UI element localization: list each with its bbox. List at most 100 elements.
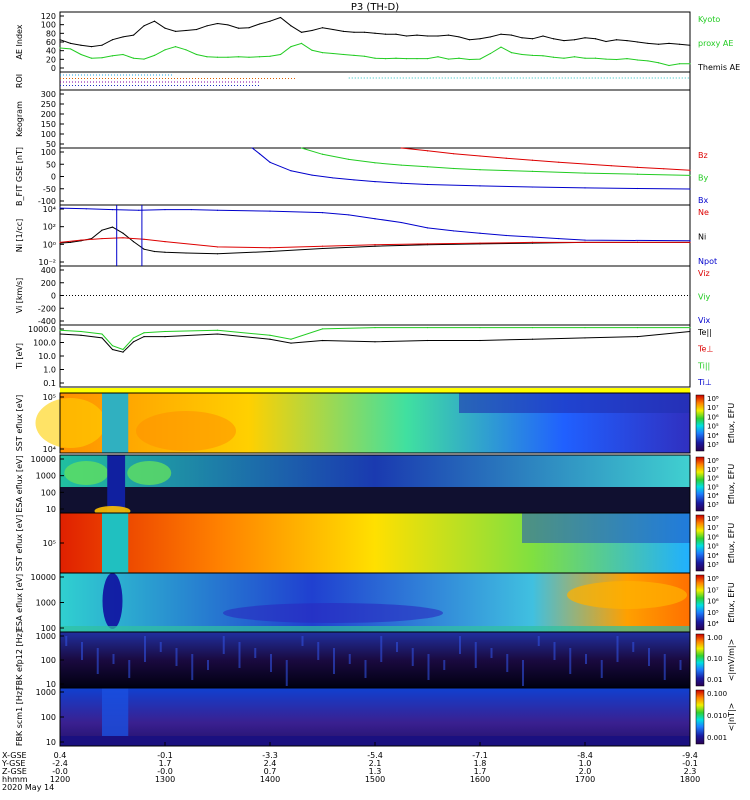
ae-data-point <box>216 56 219 58</box>
ae-data-point <box>290 25 292 27</box>
ae-data-point <box>479 58 481 60</box>
ae-data-point <box>227 24 229 26</box>
ti-legend-entry: Ti⊥ <box>697 378 712 387</box>
esa1-lowflux <box>60 487 690 513</box>
ti-data-point <box>689 330 691 333</box>
bfit-data-point <box>311 174 313 176</box>
fbk1-streak <box>333 648 335 674</box>
ae-data-point <box>605 58 607 60</box>
ae-data-point <box>300 42 303 44</box>
ni-data-point <box>269 210 271 212</box>
ae-data-point <box>290 46 292 48</box>
ni-data-point <box>80 239 82 241</box>
fbk2-colorbar-tick: 0.100 <box>707 690 727 698</box>
bfit-data-point <box>531 186 534 188</box>
ti-data-point <box>584 337 586 339</box>
ni-data-point <box>164 208 166 211</box>
ae-data-point <box>258 23 261 25</box>
ti-data-point <box>689 326 691 329</box>
bfit-data-point <box>251 147 253 149</box>
bfit-data-point <box>353 179 355 181</box>
keogram-ylabel: Keogram <box>15 101 24 137</box>
ae-data-point <box>416 34 418 36</box>
time-axis-value: -3.3 <box>262 751 278 760</box>
ae-data-point <box>311 29 313 32</box>
ae-ylabel: AE Index <box>15 24 24 59</box>
fbk1-streak <box>96 648 99 674</box>
esa2-colorbar <box>695 574 705 631</box>
ae-data-point <box>269 20 271 22</box>
ae-data-point <box>342 30 345 32</box>
ae-data-point <box>132 34 135 36</box>
ti-ylabel: Ti [eV] <box>15 343 24 370</box>
sst1-colorbar-tick: 10³ <box>707 441 719 449</box>
sst1-ytick: 10⁴ <box>43 445 56 454</box>
ae-data-point <box>405 58 408 60</box>
ti-ytick: 10.0 <box>38 352 56 361</box>
fbk1-streak <box>569 648 572 674</box>
ti-ytick: 0.1 <box>43 379 56 388</box>
fbk2-colorbar-tick: 0.010 <box>707 712 727 720</box>
ae-data-point <box>237 56 240 58</box>
ti-data-point <box>59 333 61 335</box>
ae-data-point <box>531 38 534 40</box>
ae-data-point <box>594 57 597 59</box>
bfit-legend-entry: Bx <box>698 196 708 205</box>
ae-ytick: 0 <box>51 64 56 73</box>
ae-data-point <box>678 43 681 45</box>
ae-data-point <box>668 64 670 67</box>
bfit-data-point <box>636 166 639 168</box>
sst1-colorbar-tick: 10⁴ <box>707 432 719 440</box>
ae-data-point <box>647 60 649 62</box>
vi-data-point <box>59 294 61 297</box>
ae-data-point <box>500 46 502 48</box>
vi-ytick: -400 <box>38 317 56 326</box>
ti-data-point <box>143 336 145 338</box>
sst2-colorbar <box>695 514 705 572</box>
time-axis-value: 1300 <box>155 775 175 784</box>
ni-data-point <box>374 244 376 246</box>
fbk1-streak <box>222 636 225 654</box>
ae-series-line <box>59 16 691 48</box>
sst1-dropout <box>102 393 129 453</box>
ni-data-point <box>185 252 187 254</box>
bfit-series-line <box>301 147 691 176</box>
ae-data-point <box>374 32 376 34</box>
ae-data-point <box>206 25 208 27</box>
ti-data-point <box>132 337 135 339</box>
ae-data-point <box>80 53 82 56</box>
bfit-data-point <box>584 163 586 165</box>
ae-data-point <box>510 34 513 36</box>
fbk1-streak <box>238 642 241 668</box>
fbk1-streak <box>522 660 524 686</box>
ae-data-point <box>258 56 261 58</box>
ae-data-point <box>153 20 156 22</box>
ti-data-point <box>122 348 124 351</box>
fbk1-streak <box>285 660 288 686</box>
fbk1-streak <box>490 648 493 658</box>
ae-data-point <box>374 57 376 59</box>
ni-data-point <box>143 238 145 240</box>
ni-data-point <box>101 229 103 231</box>
vi-legend-entry: Viy <box>698 293 711 302</box>
bfit-frame <box>59 147 691 206</box>
bfit-ytick: 0 <box>51 173 56 182</box>
bfit-data-point <box>426 183 429 186</box>
bfit-series-line <box>251 147 691 190</box>
bfit-data-point <box>479 155 481 157</box>
ae-data-point <box>101 44 103 46</box>
ti-data-point <box>479 339 481 342</box>
ae-data-point <box>248 27 250 29</box>
fbk1-streak <box>254 648 257 658</box>
ni-data-point <box>400 221 402 224</box>
ni-data-point <box>138 209 140 211</box>
fbk1-streak <box>459 636 461 654</box>
sst2-colorbar-tick: 10⁷ <box>707 524 719 532</box>
ae-ytick: 80 <box>46 29 56 38</box>
ti-data-point <box>143 332 145 334</box>
ae-data-point <box>353 54 355 56</box>
keogram-ytick: 200 <box>41 110 56 119</box>
esa1-ytick: 10000 <box>31 455 56 464</box>
time-row-label: Y-GSE <box>1 759 25 768</box>
bfit-data-point <box>290 170 292 172</box>
